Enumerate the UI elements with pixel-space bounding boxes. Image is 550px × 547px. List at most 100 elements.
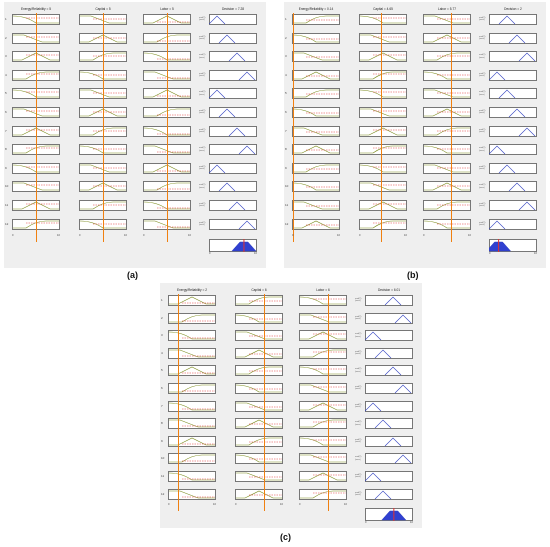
input-mf-plot bbox=[292, 144, 340, 155]
output-mf-plot bbox=[365, 295, 413, 306]
output-mf-plot bbox=[489, 51, 537, 62]
input-mf-plot bbox=[292, 14, 340, 25]
output-mf-plot bbox=[489, 88, 537, 100]
axis-tick-label: 0 bbox=[292, 234, 294, 238]
axis-tick-label: 10 bbox=[404, 234, 407, 238]
rule-operator-label: and(2) (max) bbox=[355, 315, 362, 320]
input-value-line[interactable] bbox=[103, 13, 104, 243]
caption-a: (a) bbox=[127, 270, 138, 280]
aggregated-output-plot bbox=[365, 508, 413, 522]
input-mf-plot bbox=[292, 88, 340, 100]
input-value-line[interactable] bbox=[381, 13, 383, 243]
rule-number: 5 bbox=[161, 368, 163, 373]
input-value-line[interactable] bbox=[327, 294, 329, 512]
rule-number: 5 bbox=[285, 91, 287, 96]
output-mf-plot bbox=[365, 453, 413, 465]
input-mf-plot bbox=[292, 162, 340, 174]
caption-c: (c) bbox=[280, 532, 291, 542]
output-mf-plot bbox=[209, 107, 257, 118]
input-value-line[interactable] bbox=[167, 13, 168, 243]
output-mf-plot bbox=[489, 162, 537, 174]
input-mf-plot bbox=[168, 453, 216, 465]
input-mf-plot bbox=[359, 200, 407, 211]
column-header-1: Capital = 4.65 bbox=[373, 7, 393, 11]
input-mf-plot bbox=[299, 435, 347, 447]
input-value-line[interactable] bbox=[177, 294, 179, 512]
column-header-0: Energy/Reliability = 0.14 bbox=[298, 7, 334, 11]
rule-operator-label: and(2) (max) bbox=[355, 386, 362, 391]
rule-number: 9 bbox=[285, 165, 287, 170]
rule-number: 1 bbox=[5, 17, 7, 21]
input-mf-plot bbox=[299, 330, 347, 341]
input-mf-plot bbox=[235, 471, 283, 482]
rule-operator-label: and(2) (max) bbox=[199, 110, 206, 115]
input-mf-plot bbox=[292, 125, 340, 137]
input-mf-plot bbox=[168, 365, 216, 377]
input-value-line[interactable] bbox=[450, 13, 452, 243]
output-mf-plot bbox=[209, 51, 257, 62]
input-mf-plot bbox=[299, 453, 347, 465]
output-mf-plot bbox=[209, 181, 257, 193]
output-mf-plot bbox=[489, 125, 537, 137]
input-value-line[interactable] bbox=[292, 13, 294, 243]
column-header-3: Decision = 2 bbox=[504, 7, 522, 11]
column-header-2: Labor = 6 bbox=[316, 288, 330, 292]
input-mf-plot bbox=[423, 162, 471, 174]
input-mf-plot bbox=[292, 69, 340, 81]
output-mf-plot bbox=[209, 88, 257, 100]
input-mf-plot bbox=[235, 330, 283, 341]
axis-tick-label: 10 bbox=[410, 521, 413, 525]
input-mf-plot bbox=[299, 488, 347, 500]
input-mf-plot bbox=[292, 200, 340, 211]
input-mf-plot bbox=[292, 218, 340, 230]
input-mf-plot bbox=[423, 32, 471, 44]
input-mf-plot bbox=[168, 295, 216, 306]
input-value-line[interactable] bbox=[36, 13, 37, 243]
output-mf-plot bbox=[365, 488, 413, 500]
input-mf-plot bbox=[423, 200, 471, 211]
column-header-0: Energy/Reliability = 2 bbox=[176, 288, 208, 292]
rule-operator-label: and(2) (max) bbox=[355, 456, 362, 461]
input-mf-plot bbox=[359, 51, 407, 62]
rule-number: 7 bbox=[161, 403, 163, 408]
rule-number: 1 bbox=[285, 17, 287, 21]
rule-operator-label: and(2) (max) bbox=[479, 72, 486, 78]
rule-operator-label: and(2) (max) bbox=[479, 221, 486, 226]
rule-number: 8 bbox=[285, 147, 287, 152]
input-mf-plot bbox=[292, 51, 340, 62]
rule-operator-label: and(2) (max) bbox=[479, 184, 486, 189]
input-mf-plot bbox=[235, 312, 283, 324]
column-header-2: Labor = 5.77 bbox=[438, 7, 456, 11]
axis-tick-label: 10 bbox=[57, 234, 60, 238]
column-header-3: Decision = 6.01 bbox=[377, 288, 401, 292]
rule-number: 2 bbox=[285, 35, 287, 40]
rule-number: 1 bbox=[161, 298, 163, 302]
rule-viewer-panel-b: Energy/Reliability = 0.14 Capital = 4.65 L… bbox=[284, 2, 546, 268]
rule-viewer-panel-a: Energy/Reliability = 5 Capital = 5 Labor =… bbox=[4, 2, 266, 268]
input-value-line[interactable] bbox=[263, 294, 265, 512]
input-mf-plot bbox=[299, 400, 347, 412]
rule-number: 4 bbox=[5, 72, 7, 77]
rule-number: 9 bbox=[161, 438, 163, 443]
rule-operator-label: and(2) (max) bbox=[199, 221, 206, 226]
input-mf-plot bbox=[235, 435, 283, 447]
axis-tick-label: 0 bbox=[359, 234, 361, 238]
output-mf-plot bbox=[489, 218, 537, 230]
output-mf-plot bbox=[365, 383, 413, 394]
axis-tick-label: 10 bbox=[188, 234, 191, 238]
rule-number: 12 bbox=[161, 491, 165, 496]
input-mf-plot bbox=[235, 418, 283, 429]
input-mf-plot bbox=[235, 488, 283, 500]
rule-number: 8 bbox=[161, 421, 163, 426]
axis-tick-label: 10 bbox=[337, 234, 340, 238]
output-mf-plot bbox=[489, 144, 537, 155]
rule-operator-label: and(2) (max) bbox=[479, 165, 486, 171]
rule-number: 4 bbox=[285, 72, 287, 77]
rule-number: 10 bbox=[285, 184, 289, 189]
output-mf-plot bbox=[209, 125, 257, 137]
axis-tick-label: 10 bbox=[468, 234, 471, 238]
input-mf-plot bbox=[235, 453, 283, 465]
input-mf-plot bbox=[423, 51, 471, 62]
input-mf-plot bbox=[359, 125, 407, 137]
rule-operator-label: and(2) (max) bbox=[199, 128, 206, 133]
